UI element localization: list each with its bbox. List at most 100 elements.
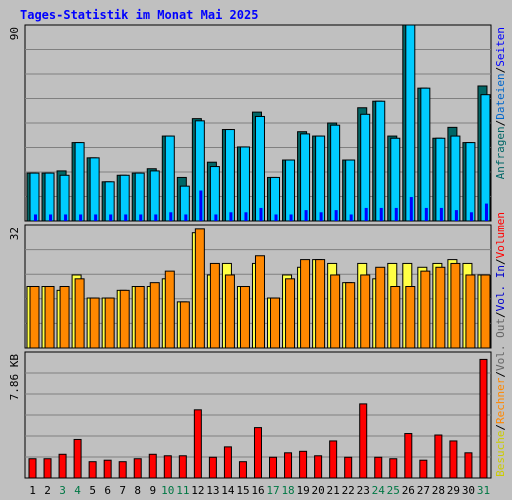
bar-rechner-day-31 <box>480 274 491 349</box>
bar-volumen-day-23 <box>359 403 368 479</box>
xtick-day-3: 3 <box>59 484 66 497</box>
bar-seiten-day-15 <box>244 212 248 221</box>
xtick-day-5: 5 <box>89 484 96 497</box>
bar-seiten-day-11 <box>184 214 188 221</box>
bar-seiten-day-23 <box>364 207 368 221</box>
bar-seiten-day-9 <box>154 214 158 221</box>
xtick-day-13: 13 <box>206 484 219 497</box>
bar-volumen-day-3 <box>58 453 67 479</box>
legend-entry-0: Anfragen <box>494 126 507 179</box>
bar-seiten-day-2 <box>49 214 53 221</box>
bar-volumen-day-24 <box>374 456 383 479</box>
legend-entry-6: Vol. In <box>494 265 507 311</box>
xtick-day-12: 12 <box>191 484 204 497</box>
bar-rechner-day-2 <box>44 286 55 349</box>
ytick-label-top: 90 <box>8 27 21 40</box>
bar-rechner-day-7 <box>119 289 130 349</box>
bar-dateien-day-4 <box>74 142 85 222</box>
bar-dateien-day-7 <box>119 174 130 222</box>
bar-seiten-day-12 <box>199 190 203 221</box>
bar-volumen-day-22 <box>344 456 353 479</box>
bar-seiten-day-17 <box>274 214 278 221</box>
xtick-day-18: 18 <box>281 484 294 497</box>
bar-dateien-day-15 <box>239 146 250 222</box>
bar-volumen-day-18 <box>284 452 293 479</box>
bar-dateien-day-9 <box>149 170 160 222</box>
bar-rechner-day-21 <box>330 274 341 349</box>
ytick-label-middle: 32 <box>8 227 21 240</box>
bar-rechner-day-15 <box>239 286 250 349</box>
xtick-day-30: 30 <box>462 484 475 497</box>
bar-seiten-day-27 <box>424 207 428 221</box>
bar-dateien-day-29 <box>450 135 461 222</box>
bar-rechner-day-1 <box>29 286 40 349</box>
bar-seiten-day-6 <box>109 214 113 221</box>
bar-rechner-day-4 <box>74 278 85 349</box>
bar-rechner-day-30 <box>465 274 476 349</box>
bar-seiten-day-3 <box>64 214 68 221</box>
bar-seiten-day-24 <box>379 207 383 221</box>
legend-entry-8: Volumen <box>494 212 507 258</box>
bar-dateien-day-8 <box>134 172 145 222</box>
bar-dateien-day-1 <box>29 172 40 222</box>
xtick-day-27: 27 <box>417 484 430 497</box>
xtick-day-11: 11 <box>176 484 189 497</box>
bar-volumen-day-8 <box>133 458 142 479</box>
bar-dateien-day-16 <box>254 115 265 222</box>
bar-dateien-day-21 <box>330 124 341 222</box>
bar-volumen-day-28 <box>434 434 443 479</box>
bar-volumen-day-30 <box>464 452 473 479</box>
bar-rechner-day-16 <box>254 255 265 349</box>
bar-rechner-day-12 <box>194 228 205 349</box>
bar-volumen-day-2 <box>43 458 52 479</box>
bar-dateien-day-24 <box>375 100 386 222</box>
bar-volumen-day-15 <box>238 461 247 479</box>
bar-rechner-day-5 <box>89 297 100 349</box>
xtick-day-8: 8 <box>134 484 141 497</box>
bar-rechner-day-8 <box>134 286 145 349</box>
bar-rechner-day-14 <box>224 274 235 349</box>
xtick-day-23: 23 <box>357 484 370 497</box>
bar-seiten-day-8 <box>139 214 143 221</box>
xtick-day-26: 26 <box>402 484 415 497</box>
bar-volumen-day-25 <box>389 458 398 479</box>
legend-entry-0: Besuche <box>494 431 507 477</box>
bar-dateien-day-18 <box>285 159 296 222</box>
xtick-day-31: 31 <box>477 484 490 497</box>
bar-rechner-day-28 <box>435 266 446 349</box>
xtick-day-4: 4 <box>74 484 81 497</box>
bar-dateien-day-3 <box>59 174 70 222</box>
legend-entry-4: Vol. Out <box>494 318 507 371</box>
legend-entry-3: / <box>494 67 507 74</box>
bar-volumen-day-12 <box>193 409 202 479</box>
xtick-day-15: 15 <box>236 484 249 497</box>
bar-dateien-day-19 <box>300 133 311 222</box>
legend-entry-4: Seiten <box>494 27 507 67</box>
bar-seiten-day-13 <box>214 214 218 221</box>
legend-entry-1: / <box>494 120 507 127</box>
bar-volumen-day-10 <box>163 455 172 479</box>
bar-rechner-day-22 <box>345 282 356 349</box>
bar-dateien-day-10 <box>164 135 175 222</box>
bar-dateien-day-30 <box>465 142 476 222</box>
bar-rechner-day-13 <box>209 262 220 349</box>
bar-rechner-day-10 <box>164 270 175 349</box>
bar-rechner-day-19 <box>300 259 311 349</box>
bar-rechner-day-18 <box>285 278 296 349</box>
bar-rechner-day-27 <box>420 270 431 349</box>
bar-seiten-day-28 <box>439 207 443 221</box>
bar-volumen-day-14 <box>223 446 232 479</box>
xtick-day-25: 25 <box>387 484 400 497</box>
bar-seiten-day-4 <box>79 214 83 221</box>
xtick-day-28: 28 <box>432 484 445 497</box>
chart-title: Tages-Statistik im Monat Mai 2025 <box>20 8 259 22</box>
bar-volumen-day-20 <box>314 455 323 479</box>
bar-rechner-day-11 <box>179 301 190 349</box>
bar-rechner-day-9 <box>149 282 160 349</box>
bar-seiten-day-26 <box>409 197 413 221</box>
bar-seiten-day-21 <box>334 210 338 221</box>
bar-volumen-day-13 <box>208 456 217 479</box>
bar-volumen-day-26 <box>404 433 413 479</box>
bar-dateien-day-23 <box>360 113 371 222</box>
